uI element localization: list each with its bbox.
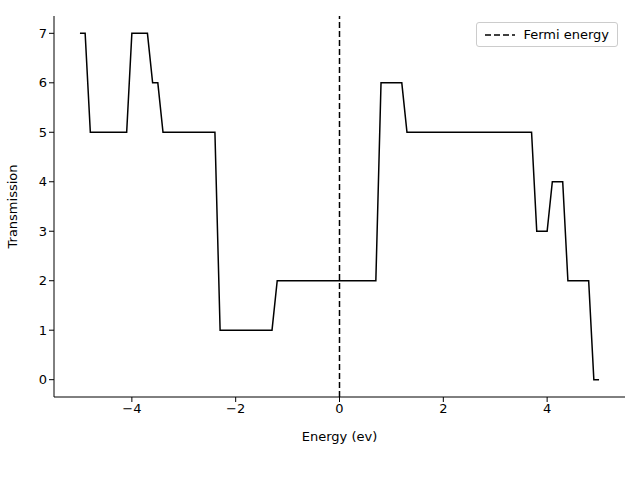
svg-text:−2: −2 bbox=[226, 401, 245, 416]
svg-text:Transmission: Transmission bbox=[8, 165, 20, 250]
svg-text:0: 0 bbox=[335, 401, 343, 416]
html-text:Fermi energy: Fermi energy bbox=[523, 27, 609, 42]
svg-text:4: 4 bbox=[39, 174, 47, 189]
svg-text:7: 7 bbox=[39, 26, 47, 41]
svg-text:3: 3 bbox=[39, 224, 47, 239]
svg-text:2: 2 bbox=[39, 273, 47, 288]
svg-text:1: 1 bbox=[39, 323, 47, 338]
svg-text:6: 6 bbox=[39, 75, 47, 90]
svg-text:Energy (ev): Energy (ev) bbox=[302, 429, 377, 444]
svg-text:0: 0 bbox=[39, 372, 47, 387]
svg-text:2: 2 bbox=[439, 401, 447, 416]
svg-text:5: 5 bbox=[39, 125, 47, 140]
svg-text:4: 4 bbox=[543, 401, 551, 416]
svg-text:−4: −4 bbox=[122, 401, 141, 416]
